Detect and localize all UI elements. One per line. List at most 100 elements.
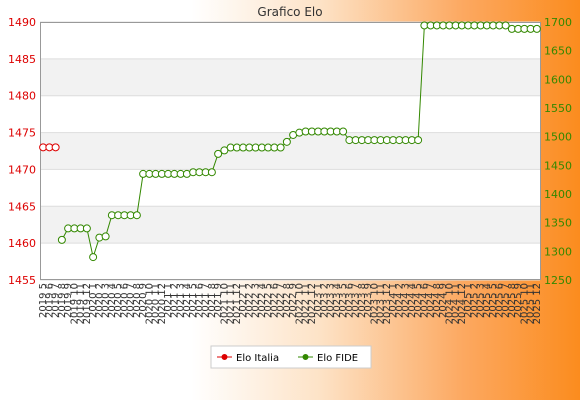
x-tick-label: 2023 4 bbox=[332, 283, 343, 318]
left-tick-label: 1470 bbox=[8, 163, 36, 176]
x-tick-label: 2021 5 bbox=[188, 283, 199, 318]
right-tick-label: 1550 bbox=[544, 102, 572, 115]
x-tick-label: 2025 10 bbox=[519, 283, 530, 324]
x-tick-label: 2024 2 bbox=[394, 283, 405, 318]
right-tick-label: 1350 bbox=[544, 217, 572, 230]
right-tick-label: 1300 bbox=[544, 245, 572, 258]
right-tick-label: 1400 bbox=[544, 188, 572, 201]
x-tick-label: 2025 4 bbox=[482, 283, 493, 318]
x-tick-label: 2022 7 bbox=[276, 283, 287, 318]
x-tick-label: 2024 7 bbox=[426, 283, 437, 318]
x-tick-label: 2020 7 bbox=[126, 283, 137, 318]
x-tick-label: 2024 12 bbox=[457, 283, 468, 324]
band-1465 bbox=[40, 169, 540, 207]
x-tick-label: 2020 5 bbox=[113, 283, 124, 318]
left-tick-label: 1475 bbox=[8, 127, 36, 140]
data-point-elo-fide bbox=[132, 211, 141, 220]
x-tick-label: 2023 10 bbox=[369, 283, 380, 324]
legend-label-elo-fide: Elo FIDE bbox=[317, 353, 358, 364]
x-tick-label: 2022 4 bbox=[257, 283, 268, 318]
left-tick-label: 1490 bbox=[8, 16, 36, 29]
x-tick-label: 2025 1 bbox=[463, 283, 474, 318]
x-tick-label: 2023 9 bbox=[363, 283, 374, 318]
x-tick-label: 2021 11 bbox=[226, 283, 237, 324]
legend-swatch-marker-elo-fide bbox=[302, 354, 309, 360]
data-point-elo-fide bbox=[276, 143, 285, 152]
x-tick-label: 2022 5 bbox=[263, 283, 274, 318]
x-tick-label: 2024 8 bbox=[432, 283, 443, 318]
data-point-elo-fide bbox=[101, 232, 110, 241]
x-tick-label: 2025 11 bbox=[526, 283, 537, 324]
series bbox=[39, 21, 541, 262]
x-tick-label: 2021 12 bbox=[232, 283, 243, 324]
x-tick-label: 2022 6 bbox=[269, 283, 280, 318]
x-tick-label: 2023 2 bbox=[319, 283, 330, 318]
x-tick-label: 2020 3 bbox=[101, 283, 112, 318]
data-point-elo-fide bbox=[82, 224, 91, 233]
x-tick-label: 2023 11 bbox=[376, 283, 387, 324]
right-tick-label: 1500 bbox=[544, 131, 572, 144]
x-tick-label: 2025 9 bbox=[513, 283, 524, 318]
x-tick-label: 2019 6 bbox=[44, 283, 55, 318]
band-1460 bbox=[40, 206, 540, 244]
data-point-elo-fide bbox=[207, 168, 216, 177]
x-tick-label: 2019 9 bbox=[63, 283, 74, 318]
x-tick-label: 2019 8 bbox=[57, 283, 68, 318]
chart-title: Grafico Elo bbox=[257, 5, 322, 19]
x-tick-label: 2020 12 bbox=[157, 283, 168, 324]
x-tick-label: 2019 10 bbox=[69, 283, 80, 324]
right-tick-label: 1450 bbox=[544, 159, 572, 172]
x-tick-label: 2025 6 bbox=[494, 283, 505, 318]
x-tick-label: 2024 5 bbox=[413, 283, 424, 318]
x-tick-label: 2021 1 bbox=[163, 283, 174, 318]
band-1475 bbox=[40, 95, 540, 133]
legend-label-elo-italia: Elo Italia bbox=[236, 353, 279, 364]
series-elo-italia bbox=[39, 143, 60, 152]
legend: Elo Italia Elo FIDE bbox=[210, 345, 372, 369]
x-tick-label: 2021 6 bbox=[194, 283, 205, 318]
left-axis: 1455 1460 1465 1470 1475 1480 1485 1490 bbox=[8, 16, 36, 287]
x-tick-label: 2019 5 bbox=[38, 283, 49, 318]
x-tick-label: 2024 6 bbox=[419, 283, 430, 318]
data-point-elo-fide bbox=[532, 24, 541, 33]
x-tick-label: 2023 3 bbox=[326, 283, 337, 318]
data-point-elo-fide bbox=[339, 127, 348, 136]
x-tick-label: 2024 4 bbox=[407, 283, 418, 318]
data-point-elo-italia bbox=[51, 143, 60, 152]
x-tick-label: 2022 1 bbox=[238, 283, 249, 318]
x-tick-label: 2025 2 bbox=[469, 283, 480, 318]
left-tick-label: 1460 bbox=[8, 237, 36, 250]
plot-area-border bbox=[40, 22, 541, 280]
right-axis: 1250 1300 1350 1400 1450 1500 1550 1600 1650 1700 bbox=[544, 16, 572, 287]
right-tick-label: 1700 bbox=[544, 16, 572, 29]
data-point-elo-fide bbox=[214, 149, 223, 158]
x-tick-label: 2021 3 bbox=[176, 283, 187, 318]
band-1480 bbox=[40, 58, 540, 96]
x-tick-label: 2020 1 bbox=[88, 283, 99, 318]
x-tick-label: 2020 6 bbox=[119, 283, 130, 318]
right-tick-label: 1600 bbox=[544, 73, 572, 86]
x-tick-label: 2024 10 bbox=[444, 283, 455, 324]
x-tick-label: 2020 8 bbox=[132, 283, 143, 318]
x-tick-label: 2025 8 bbox=[507, 283, 518, 318]
x-tick-label: 2022 10 bbox=[294, 283, 305, 324]
x-tick-label: 2020 2 bbox=[94, 283, 105, 318]
x-tick-label: 2021 2 bbox=[169, 283, 180, 318]
x-tick-label: 2021 4 bbox=[182, 283, 193, 318]
left-tick-label: 1465 bbox=[8, 200, 36, 213]
legend-box bbox=[210, 345, 372, 369]
left-tick-label: 1480 bbox=[8, 90, 36, 103]
x-tick-label: 2023 1 bbox=[313, 283, 324, 318]
x-tick-label: 2024 3 bbox=[401, 283, 412, 318]
x-tick-label: 2023 7 bbox=[351, 283, 362, 318]
x-tick-label: 2022 9 bbox=[288, 283, 299, 318]
x-tick-label: 2023 5 bbox=[338, 283, 349, 318]
x-tick-label: 2019 7 bbox=[51, 283, 62, 318]
x-tick-label: 2024 9 bbox=[438, 283, 449, 318]
x-tick-label: 2025 12 bbox=[532, 283, 543, 324]
x-tick-label: 2025 5 bbox=[488, 283, 499, 318]
x-tick-label: 2019 11 bbox=[76, 283, 87, 324]
x-tick-label: 2025 7 bbox=[501, 283, 512, 318]
x-tick-label: 2023 12 bbox=[382, 283, 393, 324]
